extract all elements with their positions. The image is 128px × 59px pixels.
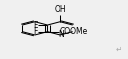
Text: ↵: ↵	[116, 45, 122, 54]
Text: F: F	[33, 21, 38, 30]
Text: COOMe: COOMe	[60, 27, 88, 36]
Text: OH: OH	[54, 5, 66, 14]
Text: N: N	[58, 30, 64, 39]
Text: F: F	[33, 27, 38, 36]
